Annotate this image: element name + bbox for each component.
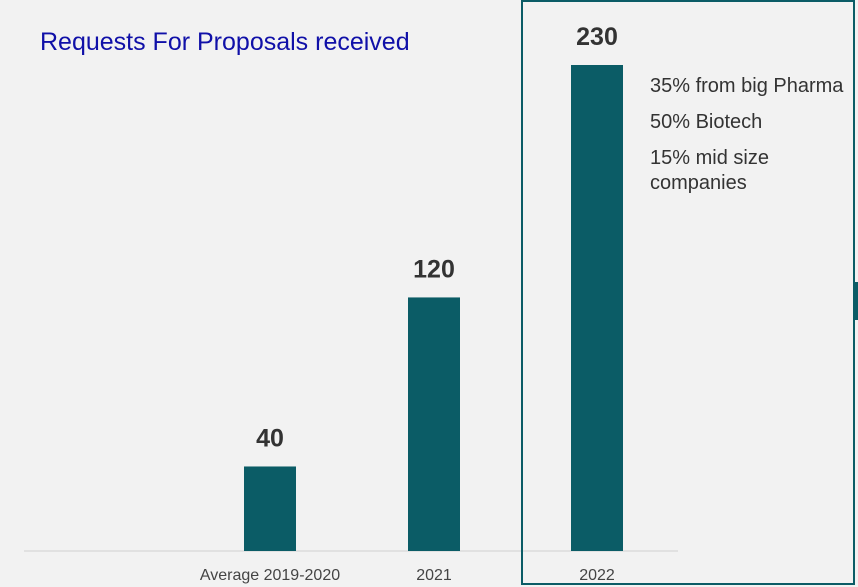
data-label-2: 230 [576,23,618,51]
bar-1 [408,297,460,551]
chart-title: Requests For Proposals received [40,28,410,56]
annotation-mid-size: 15% mid size companies [650,147,769,194]
highlight-edge-marker [855,282,858,320]
bar-0 [244,466,296,551]
highlight-box-2022 [521,0,855,585]
annotation-biotech: 50% Biotech [650,111,763,133]
annotation-big-pharma: 35% from big Pharma [650,75,844,97]
data-label-1: 120 [413,255,455,283]
x-tick-label-1: 2021 [416,567,452,584]
x-tick-label-0: Average 2019-2020 [200,567,340,584]
x-tick-label-2: 2022 [579,567,615,584]
bar-2 [571,65,623,551]
data-label-0: 40 [256,424,284,452]
annotation-list: 35% from big Pharma 50% Biotech 15% mid … [650,74,850,207]
